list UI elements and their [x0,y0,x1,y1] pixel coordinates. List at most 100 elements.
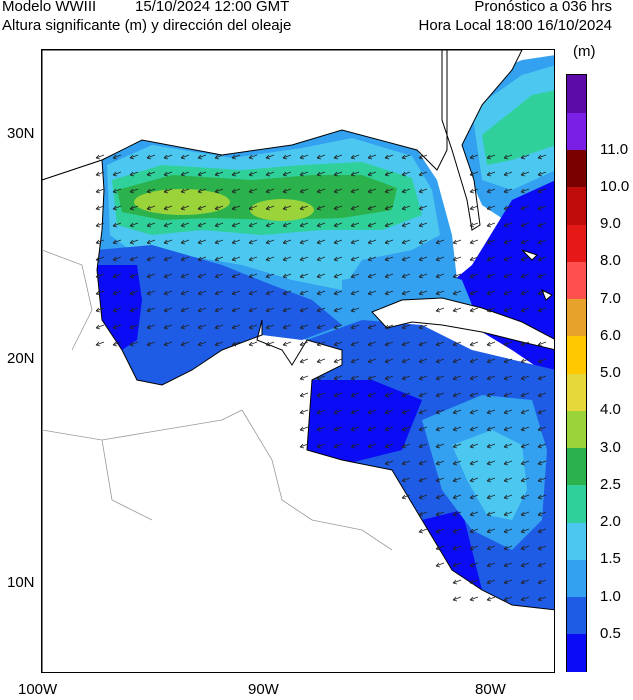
wave-arrow [367,409,377,415]
wave-arrow [469,392,479,398]
wave-arrow [537,358,547,364]
wave-arrow [537,460,547,466]
wave-arrow [214,307,224,313]
wave-arrow [537,443,547,449]
wave-arrow [248,324,258,330]
wave-arrow [180,239,190,245]
wave-arrow [248,290,258,296]
wave-arrow [418,477,428,483]
wave-arrow [418,494,428,500]
wave-arrow [316,358,326,364]
wave-arrow [265,205,275,211]
wave-arrow [214,256,224,262]
wave-arrow [486,562,496,568]
wave-arrow [418,222,428,228]
wave-arrow [163,341,173,347]
wave-arrow [384,358,394,364]
wave-arrow [129,341,139,347]
wave-arrow [146,205,156,211]
wave-arrow [333,409,343,415]
wave-arrow [214,154,224,160]
colorbar-label: 4.0 [600,401,621,419]
wave-arrow [520,341,530,347]
wave-arrow [537,545,547,551]
campeche-field-1p0 [97,245,342,385]
wave-arrow [146,222,156,228]
wave-arrow [537,375,547,381]
colorbar-segment [567,559,586,597]
wave-arrow [367,154,377,160]
wave-arrow [452,426,462,432]
wave-arrow [520,562,530,568]
wave-arrow [435,494,445,500]
colorbar [566,74,587,672]
wave-arrow [469,579,479,585]
wave-arrow [180,341,190,347]
wave-arrow [469,511,479,517]
wave-arrow [163,273,173,279]
wave-arrow [486,188,496,194]
colorbar-segment [567,298,586,337]
wave-arrow [129,205,139,211]
wave-arrow [333,358,343,364]
wave-arrow [520,528,530,534]
wave-arrow [146,341,156,347]
wave-arrow [265,290,275,296]
wave-arrow [469,545,479,551]
wave-arrow [248,256,258,262]
init-time: 15/10/2024 12:00 GMT [135,0,290,15]
wave-arrow [248,273,258,279]
wave-arrow [299,324,309,330]
colorbar-label: 11.0 [600,140,629,158]
wave-arrow [214,188,224,194]
wave-arrow [503,426,513,432]
wave-arrow [95,290,105,296]
wave-arrow [146,188,156,194]
wave-arrow [435,392,445,398]
wave-arrow [282,324,292,330]
wave-arrow [520,596,530,602]
wave-arrow [299,375,309,381]
wave-arrow [112,273,122,279]
wave-arrow [180,222,190,228]
wave-arrow [146,239,156,245]
wave-arrow [350,290,360,296]
wave-arrow [367,239,377,245]
colorbar-segment [567,335,586,374]
wave-arrow [214,239,224,245]
wave-arrow [486,205,496,211]
wave-arrow [95,273,105,279]
wave-arrow [265,154,275,160]
wave-arrow [384,273,394,279]
wave-arrow [384,239,394,245]
wave-arrow [503,154,513,160]
wave-arrow [537,188,547,194]
wave-arrow [537,171,547,177]
wave-arrow [231,290,241,296]
wave-arrow [401,222,411,228]
wave-arrow [316,205,326,211]
wave-arrow [418,375,428,381]
wave-arrow [316,154,326,160]
colorbar-label: 10.0 [600,177,630,195]
wave-arrow [503,392,513,398]
wave-arrow [350,188,360,194]
colorbar-segment [567,186,586,225]
map-canvas [42,50,554,672]
wave-arrow [95,171,105,177]
wave-arrow [452,239,462,245]
wave-arrow [129,324,139,330]
wave-arrow [231,341,241,347]
wave-arrow [503,222,513,228]
gulf-field-4p0-west [134,189,230,215]
wave-arrow [163,307,173,313]
wave-arrow [486,443,496,449]
wave-arrow [452,528,462,534]
wave-arrow [265,341,275,347]
wave-arrow [469,494,479,500]
wave-arrow [248,222,258,228]
wave-arrow [418,239,428,245]
wave-arrow [520,443,530,449]
wave-arrow [401,358,411,364]
political-borders [42,249,393,551]
